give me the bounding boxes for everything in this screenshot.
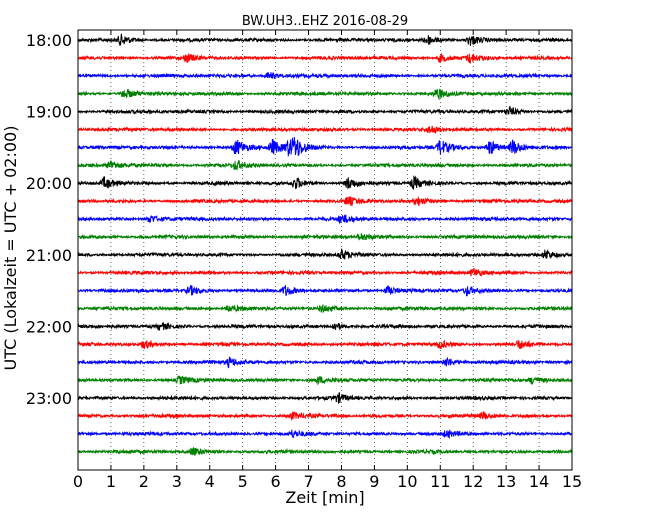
- y-tick-label: 19:00: [26, 103, 72, 122]
- y-tick-label: 23:00: [26, 389, 72, 408]
- x-tick-label: 12: [463, 472, 483, 491]
- x-tick-label: 15: [562, 472, 582, 491]
- trace-2345: [77, 447, 573, 457]
- x-tick-label: 5: [238, 472, 248, 491]
- chart-title: BW.UH3..EHZ 2016-08-29: [242, 14, 408, 29]
- trace-2230: [77, 356, 573, 369]
- y-tick-label: 20:00: [26, 174, 72, 193]
- trace-1915: [77, 125, 573, 135]
- trace-2115: [77, 267, 573, 278]
- x-grid: [110, 30, 540, 470]
- x-tick-label: 6: [271, 472, 281, 491]
- trace-2200: [77, 321, 572, 331]
- x-axis-label: Zeit [min]: [285, 488, 364, 507]
- y-tick-label: 18:00: [26, 31, 72, 50]
- trace-1830: [77, 71, 573, 80]
- y-axis: 18:00 19:00 20:00 21:00 22:00 23:00: [26, 31, 572, 408]
- x-tick-label: 10: [397, 472, 417, 491]
- trace-1900: [77, 105, 573, 116]
- x-tick-label: 13: [496, 472, 516, 491]
- trace-2300: [77, 392, 573, 404]
- trace-1845: [77, 88, 573, 101]
- y-tick-label: 22:00: [26, 317, 72, 336]
- trace-2100: [77, 248, 573, 260]
- trace-1945: [77, 159, 573, 171]
- trace-2315: [77, 411, 573, 421]
- trace-1930: [77, 136, 573, 157]
- trace-2245: [77, 374, 573, 386]
- trace-2145: [77, 304, 573, 314]
- trace-2045: [77, 232, 573, 241]
- trace-2330: [77, 429, 573, 439]
- trace-2215: [77, 339, 573, 350]
- trace-2030: [77, 214, 573, 225]
- x-tick-label: 11: [430, 472, 450, 491]
- x-tick-label: 7: [303, 472, 313, 491]
- y-axis-label: UTC (Lokalzeit = UTC + 02:00): [1, 126, 20, 371]
- traces: [77, 33, 573, 457]
- x-tick-label: 8: [336, 472, 346, 491]
- trace-2130: [77, 284, 573, 297]
- x-tick-label: 3: [172, 472, 182, 491]
- x-tick-label: 4: [205, 472, 215, 491]
- trace-2000: [77, 175, 573, 190]
- plot-frame: [77, 29, 573, 471]
- y-tick-label: 21:00: [26, 246, 72, 265]
- x-tick-label: 2: [139, 472, 149, 491]
- x-axis: 0 1 2 3 4 5 6 7 8 9 10 11 12 13 14 15: [73, 30, 582, 491]
- x-tick-label: 9: [369, 472, 379, 491]
- trace-2015: [77, 196, 573, 206]
- trace-1800: [77, 33, 572, 46]
- x-tick-label: 0: [73, 472, 83, 491]
- x-tick-label: 1: [106, 472, 116, 491]
- x-tick-label: 14: [529, 472, 549, 491]
- trace-1815: [77, 53, 573, 65]
